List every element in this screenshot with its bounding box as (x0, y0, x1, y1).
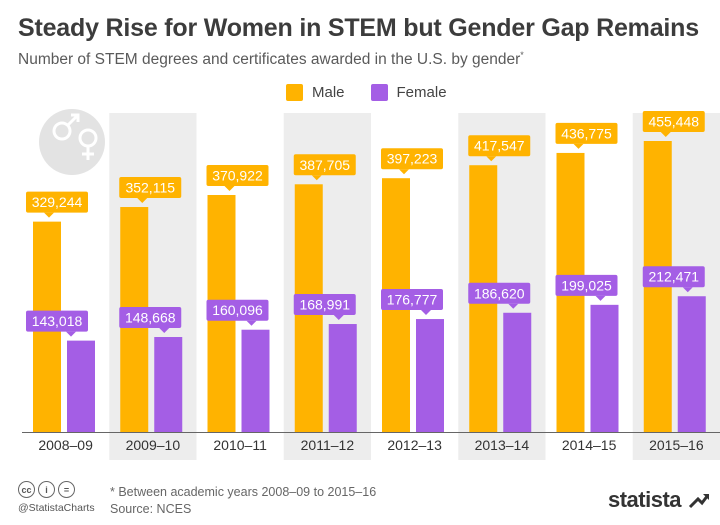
label-pointer-female-5 (508, 303, 519, 309)
data-label-female-2: 160,096 (212, 302, 263, 318)
data-label-male-2: 370,922 (212, 168, 263, 184)
label-pointer-male-0 (44, 212, 54, 218)
x-tick-label-5: 2013–14 (475, 437, 530, 453)
label-box-male-7 (642, 111, 705, 132)
data-label-female-1: 148,668 (125, 310, 176, 326)
brand-name: statista (608, 487, 682, 512)
data-label-male-7: 455,448 (648, 114, 699, 130)
license-icons: cc i = (18, 481, 78, 498)
legend: Male Female (286, 84, 473, 101)
label-box-female-5 (468, 282, 531, 304)
data-label-female-4: 176,777 (387, 292, 438, 308)
label-box-male-6 (555, 122, 618, 144)
gender-symbols-icon (39, 109, 105, 175)
bar-female-0 (67, 340, 95, 432)
label-pointer-male-7 (660, 132, 671, 137)
x-tick-label-4: 2012–13 (387, 437, 442, 453)
bar-female-1 (154, 337, 183, 432)
label-box-female-0 (26, 310, 88, 332)
label-box-male-2 (206, 165, 269, 187)
label-box-male-3 (293, 154, 356, 176)
label-pointer-male-2 (224, 186, 235, 192)
label-pointer-male-4 (399, 169, 409, 175)
legend-swatch-male (286, 84, 303, 101)
subtitle-text: Number of STEM degrees and certificates … (18, 51, 521, 69)
label-box-male-5 (468, 135, 531, 157)
label-box-female-1 (119, 307, 182, 329)
subtitle-footnote-mark: * (520, 50, 524, 60)
data-label-female-7: 212,471 (648, 269, 699, 285)
label-pointer-female-7 (682, 287, 693, 293)
by-icon: i (38, 481, 55, 498)
label-pointer-female-6 (595, 295, 606, 301)
x-tick-label-6: 2014–15 (562, 437, 617, 453)
data-label-female-5: 186,620 (474, 285, 525, 301)
data-label-female-3: 168,991 (299, 297, 350, 313)
data-label-male-1: 352,115 (125, 180, 175, 196)
x-tick-label-1: 2009–10 (126, 437, 181, 453)
bar-female-7 (677, 296, 706, 432)
x-tick-label-2: 2010–11 (213, 437, 267, 453)
data-label-male-5: 417,547 (474, 138, 525, 154)
chart-title: Steady Rise for Women in STEM but Gender… (18, 14, 699, 42)
social-handle: @StatistaCharts (18, 502, 95, 514)
label-box-male-1 (119, 177, 182, 199)
cc-icon: cc (18, 481, 35, 498)
bar-female-3 (328, 324, 357, 432)
bar-chart: 329,244 143,018 2008–09 352,115 148,668 2009–… (22, 109, 720, 460)
label-pointer-male-3 (311, 175, 322, 181)
label-pointer-male-1 (137, 198, 148, 204)
label-pointer-female-4 (421, 310, 431, 316)
footer-notes: * Between academic years 2008–09 to 2015… (110, 484, 376, 518)
legend-item-female: Female (370, 84, 447, 101)
data-label-male-4: 397,223 (387, 151, 438, 167)
label-pointer-female-3 (333, 315, 344, 321)
data-label-female-6: 199,025 (561, 277, 612, 293)
chart-subtitle: Number of STEM degrees and certificates … (18, 50, 524, 69)
bar-female-5 (503, 312, 532, 432)
label-box-female-3 (293, 294, 356, 316)
label-pointer-female-0 (66, 331, 76, 337)
bar-female-6 (590, 304, 619, 432)
legend-item-male: Male (286, 84, 345, 101)
label-box-male-0 (26, 191, 88, 213)
bar-female-4 (416, 319, 444, 432)
data-label-male-6: 436,775 (561, 125, 612, 141)
statista-logo-icon (688, 494, 710, 509)
legend-label-male: Male (312, 84, 345, 101)
source: Source: NCES (110, 502, 192, 516)
data-label-male-0: 329,244 (32, 194, 83, 210)
x-tick-label-0: 2008–09 (38, 437, 93, 453)
label-pointer-male-6 (573, 143, 584, 149)
label-box-female-2 (206, 299, 269, 321)
x-tick-label-3: 2011–12 (301, 437, 355, 453)
data-label-female-0: 143,018 (32, 313, 83, 329)
x-tick-label-7: 2015–16 (649, 437, 704, 453)
label-box-female-4 (381, 289, 443, 311)
label-pointer-female-1 (159, 328, 170, 334)
label-box-female-6 (555, 274, 618, 296)
label-box-male-4 (381, 148, 443, 170)
data-label-male-3: 387,705 (299, 157, 350, 173)
label-pointer-male-5 (486, 156, 497, 162)
footnote: * Between academic years 2008–09 to 2015… (110, 485, 377, 499)
legend-label-female: Female (396, 84, 447, 101)
legend-swatch-female (370, 84, 388, 101)
label-box-female-7 (642, 266, 705, 288)
equal-icon: = (58, 481, 75, 498)
bar-female-2 (241, 329, 270, 432)
label-pointer-female-2 (246, 320, 257, 326)
